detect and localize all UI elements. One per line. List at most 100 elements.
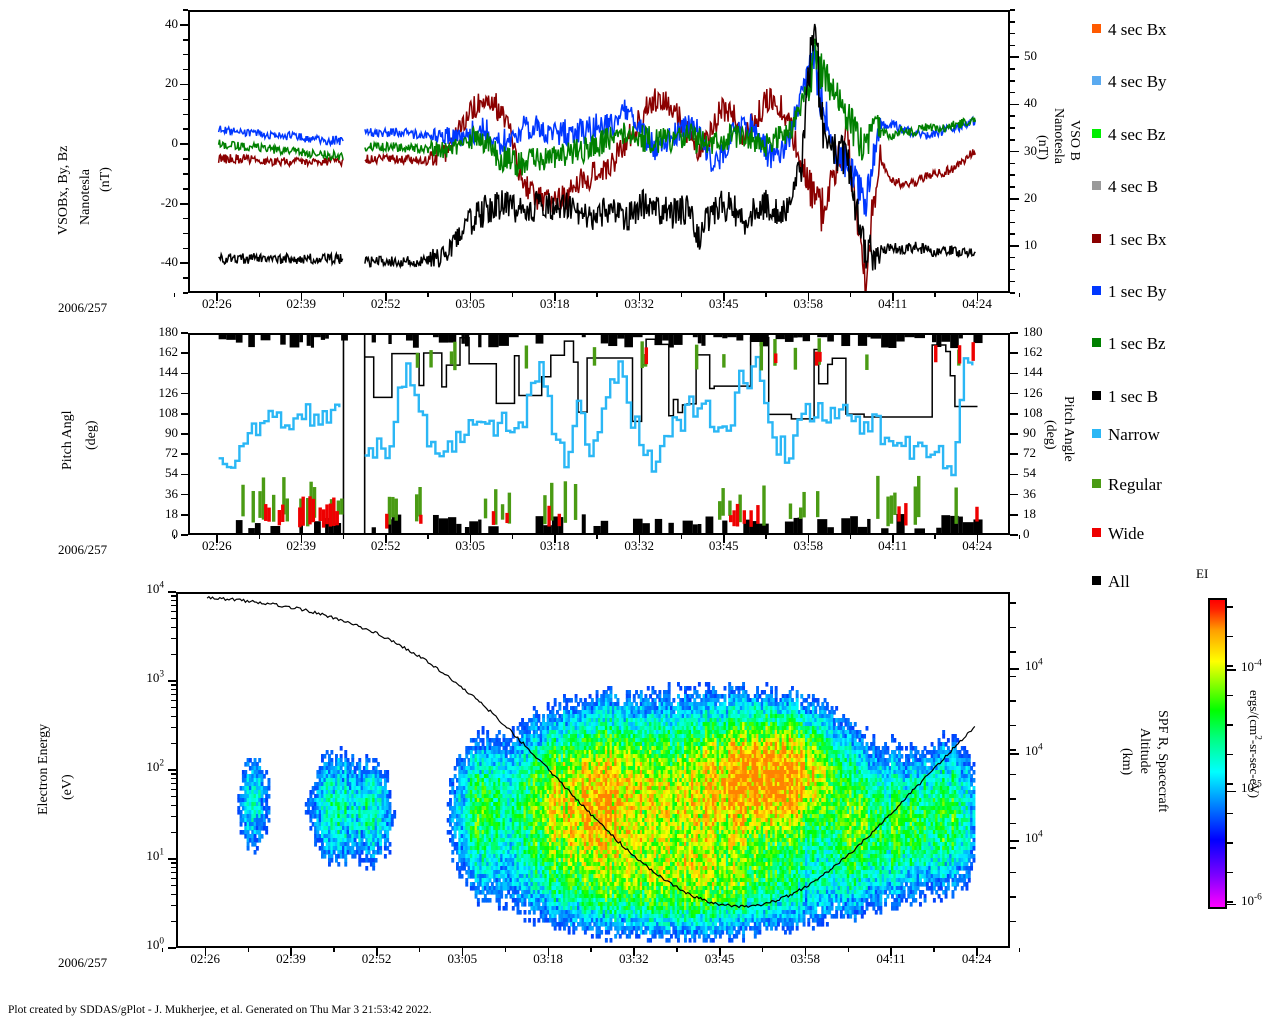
legend-item-4-sec-bz[interactable]: 4 sec Bz: [1092, 125, 1166, 145]
axis-tick: [181, 392, 188, 395]
axis-tick: [1010, 292, 1015, 294]
axis-tick: [1227, 783, 1233, 785]
time-tick-label: 02:52: [361, 951, 392, 966]
spec-ytick-left: 102: [146, 758, 164, 774]
axis-tick: [171, 831, 176, 833]
axis-tick: [1010, 21, 1015, 23]
axis-tick: [290, 948, 292, 956]
time-tick-label: 02:26: [201, 538, 232, 553]
legend-item-4-sec-bx[interactable]: 4 sec Bx: [1092, 20, 1167, 40]
axis-tick: [1010, 268, 1015, 271]
axis-tick: [1227, 753, 1233, 755]
axis-tick: [427, 535, 429, 539]
legend-swatch-icon: [1092, 429, 1101, 438]
axis-tick: [1010, 493, 1018, 496]
axis-tick: [1010, 352, 1018, 355]
legend-swatch-icon: [1092, 234, 1101, 243]
axis-tick: [1227, 812, 1233, 814]
axis-tick: [171, 605, 176, 607]
axis-tick: [376, 948, 378, 956]
legend-item-4-sec-by[interactable]: 4 sec By: [1092, 72, 1167, 92]
axis-tick: [183, 113, 188, 116]
mag-ytick-right: 40: [1024, 95, 1037, 111]
axis-tick: [1010, 186, 1015, 188]
pitch-angle-ylabel-left-1: Pitch Angl: [60, 410, 76, 470]
axis-tick: [171, 789, 176, 791]
legend-swatch-icon: [1092, 338, 1101, 347]
ylabel-r-line-3: (nT): [1035, 135, 1050, 160]
axis-tick: [1010, 392, 1018, 395]
axis-tick: [183, 39, 188, 41]
legend-item-wide[interactable]: Wide: [1092, 524, 1144, 544]
pitch-ylabel-line-2: (deg): [84, 420, 99, 450]
axis-tick: [1010, 773, 1016, 775]
time-tick-label: 03:45: [708, 296, 739, 311]
axis-tick: [171, 777, 176, 780]
spec-ylabel-line-1: Electron Energy: [36, 723, 51, 815]
axis-tick: [204, 948, 207, 956]
axis-tick: [385, 535, 387, 543]
pitch-ytick-left: 162: [158, 344, 179, 360]
axis-tick: [171, 815, 176, 818]
time-tick-label: 04:11: [876, 951, 906, 966]
legend-swatch-icon: [1092, 129, 1101, 138]
legend-label: All: [1108, 572, 1130, 591]
legend-item-4-sec-b[interactable]: 4 sec B: [1092, 177, 1158, 197]
axis-tick: [181, 352, 188, 355]
axis-tick: [1010, 413, 1018, 415]
ylabel-r-line-1: VSO B: [1067, 120, 1082, 161]
axis-tick: [807, 293, 810, 301]
colorbar-tick-label: 10-4: [1241, 658, 1262, 675]
legend-item-regular[interactable]: Regular: [1092, 475, 1162, 495]
axis-tick: [1010, 651, 1016, 653]
axis-tick: [1010, 221, 1015, 224]
axis-tick: [1010, 749, 1016, 751]
legend-item-narrow[interactable]: Narrow: [1092, 425, 1160, 445]
legend-item-1-sec-by[interactable]: 1 sec By: [1092, 282, 1167, 302]
legend-swatch-icon: [1092, 528, 1101, 537]
axis-tick: [168, 858, 176, 860]
pitch-angle-plot: [218, 335, 983, 533]
axis-tick: [1010, 920, 1016, 922]
magnetic-field-ylabel-left-2: Nanotesla: [78, 169, 94, 225]
axis-tick: [1227, 903, 1236, 906]
axis-tick: [680, 293, 683, 297]
axis-tick: [183, 247, 188, 250]
axis-tick: [638, 293, 641, 301]
pitch-ytick-left: 180: [158, 324, 179, 339]
axis-tick: [168, 769, 176, 771]
time-tick-label: 03:32: [624, 296, 655, 311]
axis-tick: [1010, 724, 1016, 726]
pitch-ytick-left: 0: [171, 526, 179, 541]
axis-tick: [171, 893, 176, 896]
legend-item-all[interactable]: All: [1092, 572, 1130, 592]
axis-tick: [1019, 948, 1021, 952]
time-tick-label: 02:26: [201, 296, 232, 311]
pitch-angle-ylabel-left-2: (deg): [84, 420, 100, 450]
axis-tick: [161, 948, 164, 952]
axis-tick: [680, 535, 683, 539]
axis-tick: [1010, 233, 1015, 235]
legend-label: 4 sec Bz: [1108, 125, 1166, 144]
axis-tick: [181, 332, 188, 334]
axis-tick: [1010, 847, 1016, 849]
spec-ylabel-r-3: (km): [1119, 748, 1134, 776]
footer-credit: Plot created by SDDAS/gPlot - J. Mukherj…: [8, 1004, 432, 1016]
legend-item-1-sec-bx[interactable]: 1 sec Bx: [1092, 230, 1167, 250]
axis-tick: [1010, 91, 1015, 94]
axis-tick: [1010, 280, 1015, 282]
legend-swatch-icon: [1092, 479, 1101, 488]
axis-tick: [418, 948, 421, 952]
axis-tick: [511, 535, 514, 539]
legend-item-1-sec-bz[interactable]: 1 sec Bz: [1092, 334, 1166, 354]
axis-tick: [1010, 602, 1016, 604]
mag-ytick-left: 0: [171, 135, 179, 151]
time-tick-label: 04:24: [962, 538, 992, 553]
time-tick-label: 03:05: [455, 538, 485, 553]
time-tick-label: 03:58: [790, 951, 821, 966]
legend-item-1-sec-b[interactable]: 1 sec B: [1092, 387, 1158, 407]
axis-tick: [723, 293, 725, 301]
spectrogram-ylabel-right-3: (km): [1118, 748, 1134, 775]
pitch-ytick-left: 108: [158, 404, 179, 420]
axis-tick: [596, 293, 598, 297]
